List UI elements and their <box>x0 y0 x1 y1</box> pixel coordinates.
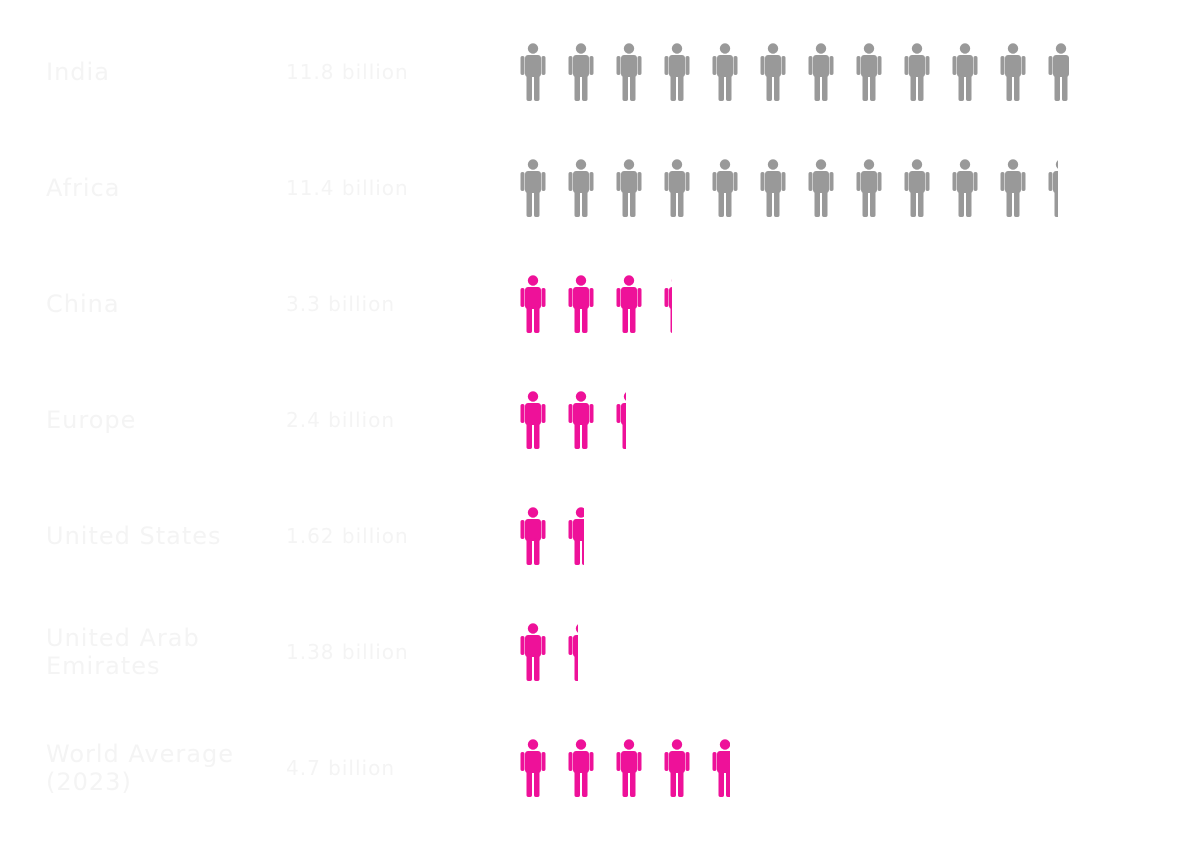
person-icon <box>952 159 978 217</box>
chart-row: Africa 11.4 billion <box>0 130 1200 246</box>
row-value: 2.4 billion <box>286 408 395 432</box>
chart-row: World Average (2023) 4.7 billion <box>0 710 1200 826</box>
person-icon <box>520 275 546 333</box>
person-icon <box>664 275 672 333</box>
chart-row: United States 1.62 billion <box>0 478 1200 594</box>
row-value: 1.38 billion <box>286 640 409 664</box>
chart-row: China 3.3 billion <box>0 246 1200 362</box>
person-icon <box>568 739 594 797</box>
row-label: Africa <box>46 174 121 202</box>
person-icon <box>664 739 690 797</box>
person-icon <box>520 507 546 565</box>
person-icon <box>520 623 546 681</box>
person-icon <box>808 43 834 101</box>
row-label: Europe <box>46 406 137 434</box>
person-icon <box>664 43 690 101</box>
person-icon <box>616 275 642 333</box>
row-label: China <box>46 290 120 318</box>
person-icon <box>808 159 834 217</box>
row-label: United States <box>46 522 222 550</box>
row-value: 11.4 billion <box>286 176 409 200</box>
icon-strip <box>520 275 1080 333</box>
chart-row: India 11.8 billion <box>0 14 1200 130</box>
person-icon <box>856 159 882 217</box>
person-icon <box>520 391 546 449</box>
icon-strip <box>520 43 1080 101</box>
person-icon <box>520 43 546 101</box>
row-label: United Arab Emirates <box>46 624 200 680</box>
row-value: 3.3 billion <box>286 292 395 316</box>
person-icon <box>712 739 730 797</box>
person-icon <box>952 43 978 101</box>
person-icon <box>1048 159 1058 217</box>
chart-row: United Arab Emirates 1.38 billion <box>0 594 1200 710</box>
person-icon <box>904 43 930 101</box>
row-label: World Average (2023) <box>46 740 234 796</box>
row-label: India <box>46 58 110 86</box>
person-icon <box>616 159 642 217</box>
person-icon <box>568 159 594 217</box>
row-value: 4.7 billion <box>286 756 395 780</box>
person-icon <box>568 507 584 565</box>
icon-strip <box>520 159 1080 217</box>
person-icon <box>568 43 594 101</box>
person-icon <box>664 159 690 217</box>
person-icon <box>616 739 642 797</box>
person-icon <box>712 159 738 217</box>
person-icon <box>568 623 578 681</box>
chart-row: Europe 2.4 billion <box>0 362 1200 478</box>
person-icon <box>568 275 594 333</box>
person-icon <box>712 43 738 101</box>
person-icon <box>856 43 882 101</box>
person-icon <box>760 159 786 217</box>
row-value: 11.8 billion <box>286 60 409 84</box>
person-icon <box>568 391 594 449</box>
person-icon <box>1000 159 1026 217</box>
person-icon <box>520 159 546 217</box>
icon-strip <box>520 739 1080 797</box>
icon-strip <box>520 391 1080 449</box>
person-icon <box>520 739 546 797</box>
person-icon <box>616 391 626 449</box>
icon-strip <box>520 507 1080 565</box>
person-icon <box>760 43 786 101</box>
icon-strip <box>520 623 1080 681</box>
person-icon <box>904 159 930 217</box>
person-icon <box>1048 43 1069 101</box>
row-value: 1.62 billion <box>286 524 409 548</box>
person-icon <box>616 43 642 101</box>
person-icon <box>1000 43 1026 101</box>
